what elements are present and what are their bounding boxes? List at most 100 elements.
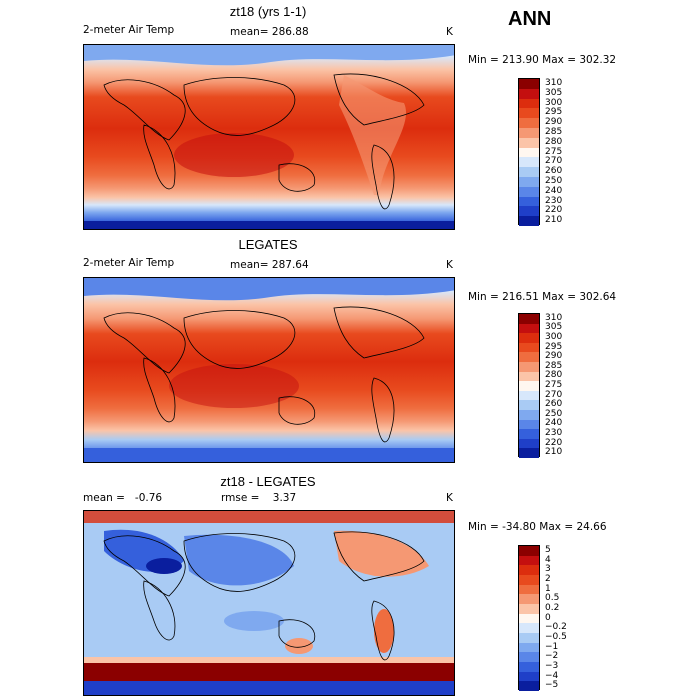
colorbar-swatch — [519, 613, 539, 624]
colorbar-swatch — [519, 681, 539, 691]
colorbar-label: −4 — [545, 670, 559, 681]
colorbar-swatch — [519, 314, 539, 324]
panel1-variable: 2-meter Air Temp — [83, 24, 175, 36]
colorbar-label: 210 — [545, 447, 563, 458]
panel3-rmse: rmse = 3.37 — [221, 492, 297, 504]
colorbar-swatch — [519, 632, 539, 643]
panel3-minmax: Min = -34.80 Max = 24.66 — [468, 521, 607, 533]
colorbar-swatch — [519, 574, 539, 585]
colorbar-swatch — [519, 108, 539, 119]
panel1-title: zt18 (yrs 1-1) — [229, 4, 307, 19]
panel1-unit: K — [446, 26, 453, 38]
colorbar-swatch — [519, 409, 539, 420]
colorbar-swatch — [519, 671, 539, 682]
colorbar-label: 240 — [545, 418, 563, 429]
colorbar-swatch — [519, 333, 539, 343]
colorbar-label: 5 — [545, 544, 551, 555]
colorbar-swatch — [519, 565, 539, 575]
colorbar-swatch — [519, 157, 539, 168]
colorbar-label: 305 — [545, 322, 563, 333]
colorbar-label: 290 — [545, 117, 563, 128]
panel3-title: zt18 - LEGATES — [220, 474, 316, 489]
colorbar-label: 4 — [545, 554, 551, 565]
colorbar-swatch — [519, 555, 539, 566]
panel3-unit: K — [446, 492, 453, 504]
colorbar-label: 295 — [545, 341, 563, 352]
colorbar-label: 250 — [545, 175, 563, 186]
panel2-variable: 2-meter Air Temp — [83, 257, 175, 269]
colorbar-label: 300 — [545, 97, 563, 108]
colorbar-swatch — [519, 186, 539, 197]
colorbar-swatch — [519, 118, 539, 128]
colorbar-swatch — [519, 323, 539, 334]
colorbar-label: 280 — [545, 370, 563, 381]
colorbar-label: 240 — [545, 185, 563, 196]
colorbar-swatch — [519, 216, 539, 226]
colorbar-swatch — [519, 196, 539, 207]
colorbar-swatch — [519, 419, 539, 430]
colorbar-label: −5 — [545, 680, 559, 691]
colorbar-swatch — [519, 642, 539, 653]
colorbar-label: 250 — [545, 408, 563, 419]
colorbar-swatch — [519, 342, 539, 353]
panel2-mean: mean= 287.64 — [230, 259, 309, 271]
colorbar-swatch — [519, 390, 539, 401]
colorbar-label: 295 — [545, 107, 563, 118]
colorbar-swatch — [519, 661, 539, 672]
colorbar-label: 305 — [545, 87, 563, 98]
colorbar-swatch — [519, 448, 539, 458]
colorbar-label: 220 — [545, 437, 563, 448]
colorbar-swatch — [519, 79, 539, 89]
colorbar-label: 0 — [545, 612, 551, 623]
colorbar-swatch — [519, 381, 539, 391]
panel3-map — [83, 510, 455, 696]
colorbar-label: −0.2 — [545, 622, 567, 633]
colorbar-swatch — [519, 176, 539, 187]
panel2-map — [83, 277, 455, 463]
panel1-map — [83, 44, 455, 230]
colorbar-label: 270 — [545, 156, 563, 167]
colorbar-label: 280 — [545, 136, 563, 147]
colorbar-swatch — [519, 584, 539, 595]
colorbar-label: 260 — [545, 399, 563, 410]
colorbar-label: 275 — [545, 380, 563, 390]
colorbar-label: 220 — [545, 205, 563, 216]
colorbar-label: 285 — [545, 360, 563, 371]
colorbar-label: −2 — [545, 651, 559, 662]
panel3-mean: mean = -0.76 — [83, 492, 163, 504]
colorbar-label: 0.5 — [545, 593, 560, 604]
colorbar-swatch — [519, 371, 539, 382]
colorbar-swatch — [519, 361, 539, 372]
panel1-minmax: Min = 213.90 Max = 302.32 — [468, 54, 617, 66]
colorbar-label: 1 — [545, 583, 551, 594]
colorbar-label: 290 — [545, 351, 563, 362]
colorbar-swatch — [519, 438, 539, 449]
colorbar-label: 230 — [545, 428, 563, 438]
colorbar-label: 210 — [545, 215, 563, 226]
colorbar-label: 285 — [545, 126, 563, 137]
colorbar-swatch — [519, 594, 539, 604]
colorbar-swatch — [519, 352, 539, 362]
colorbar-label: 310 — [545, 77, 563, 88]
colorbar-label: 310 — [545, 312, 563, 323]
colorbar-swatch — [519, 603, 539, 614]
colorbar-swatch — [519, 623, 539, 633]
panel1-mean: mean= 286.88 — [230, 26, 309, 38]
colorbar-label: 3 — [545, 564, 551, 575]
colorbar-swatch — [519, 429, 539, 439]
colorbar-label: 2 — [545, 573, 551, 584]
colorbar-label: 300 — [545, 332, 563, 342]
panel2-minmax: Min = 216.51 Max = 302.64 — [468, 291, 617, 303]
colorbar-swatch — [519, 98, 539, 109]
colorbar-label: −0.5 — [545, 631, 567, 642]
colorbar-swatch — [519, 206, 539, 217]
panel2-title: LEGATES — [238, 237, 298, 252]
panel2-unit: K — [446, 259, 453, 271]
panel2-colorbar — [518, 313, 540, 458]
colorbar-label: 230 — [545, 195, 563, 206]
colorbar-label: −1 — [545, 641, 559, 652]
colorbar-label: 260 — [545, 166, 563, 177]
colorbar-swatch — [519, 167, 539, 177]
colorbar-label: 275 — [545, 146, 563, 157]
colorbar-label: −3 — [545, 660, 559, 671]
